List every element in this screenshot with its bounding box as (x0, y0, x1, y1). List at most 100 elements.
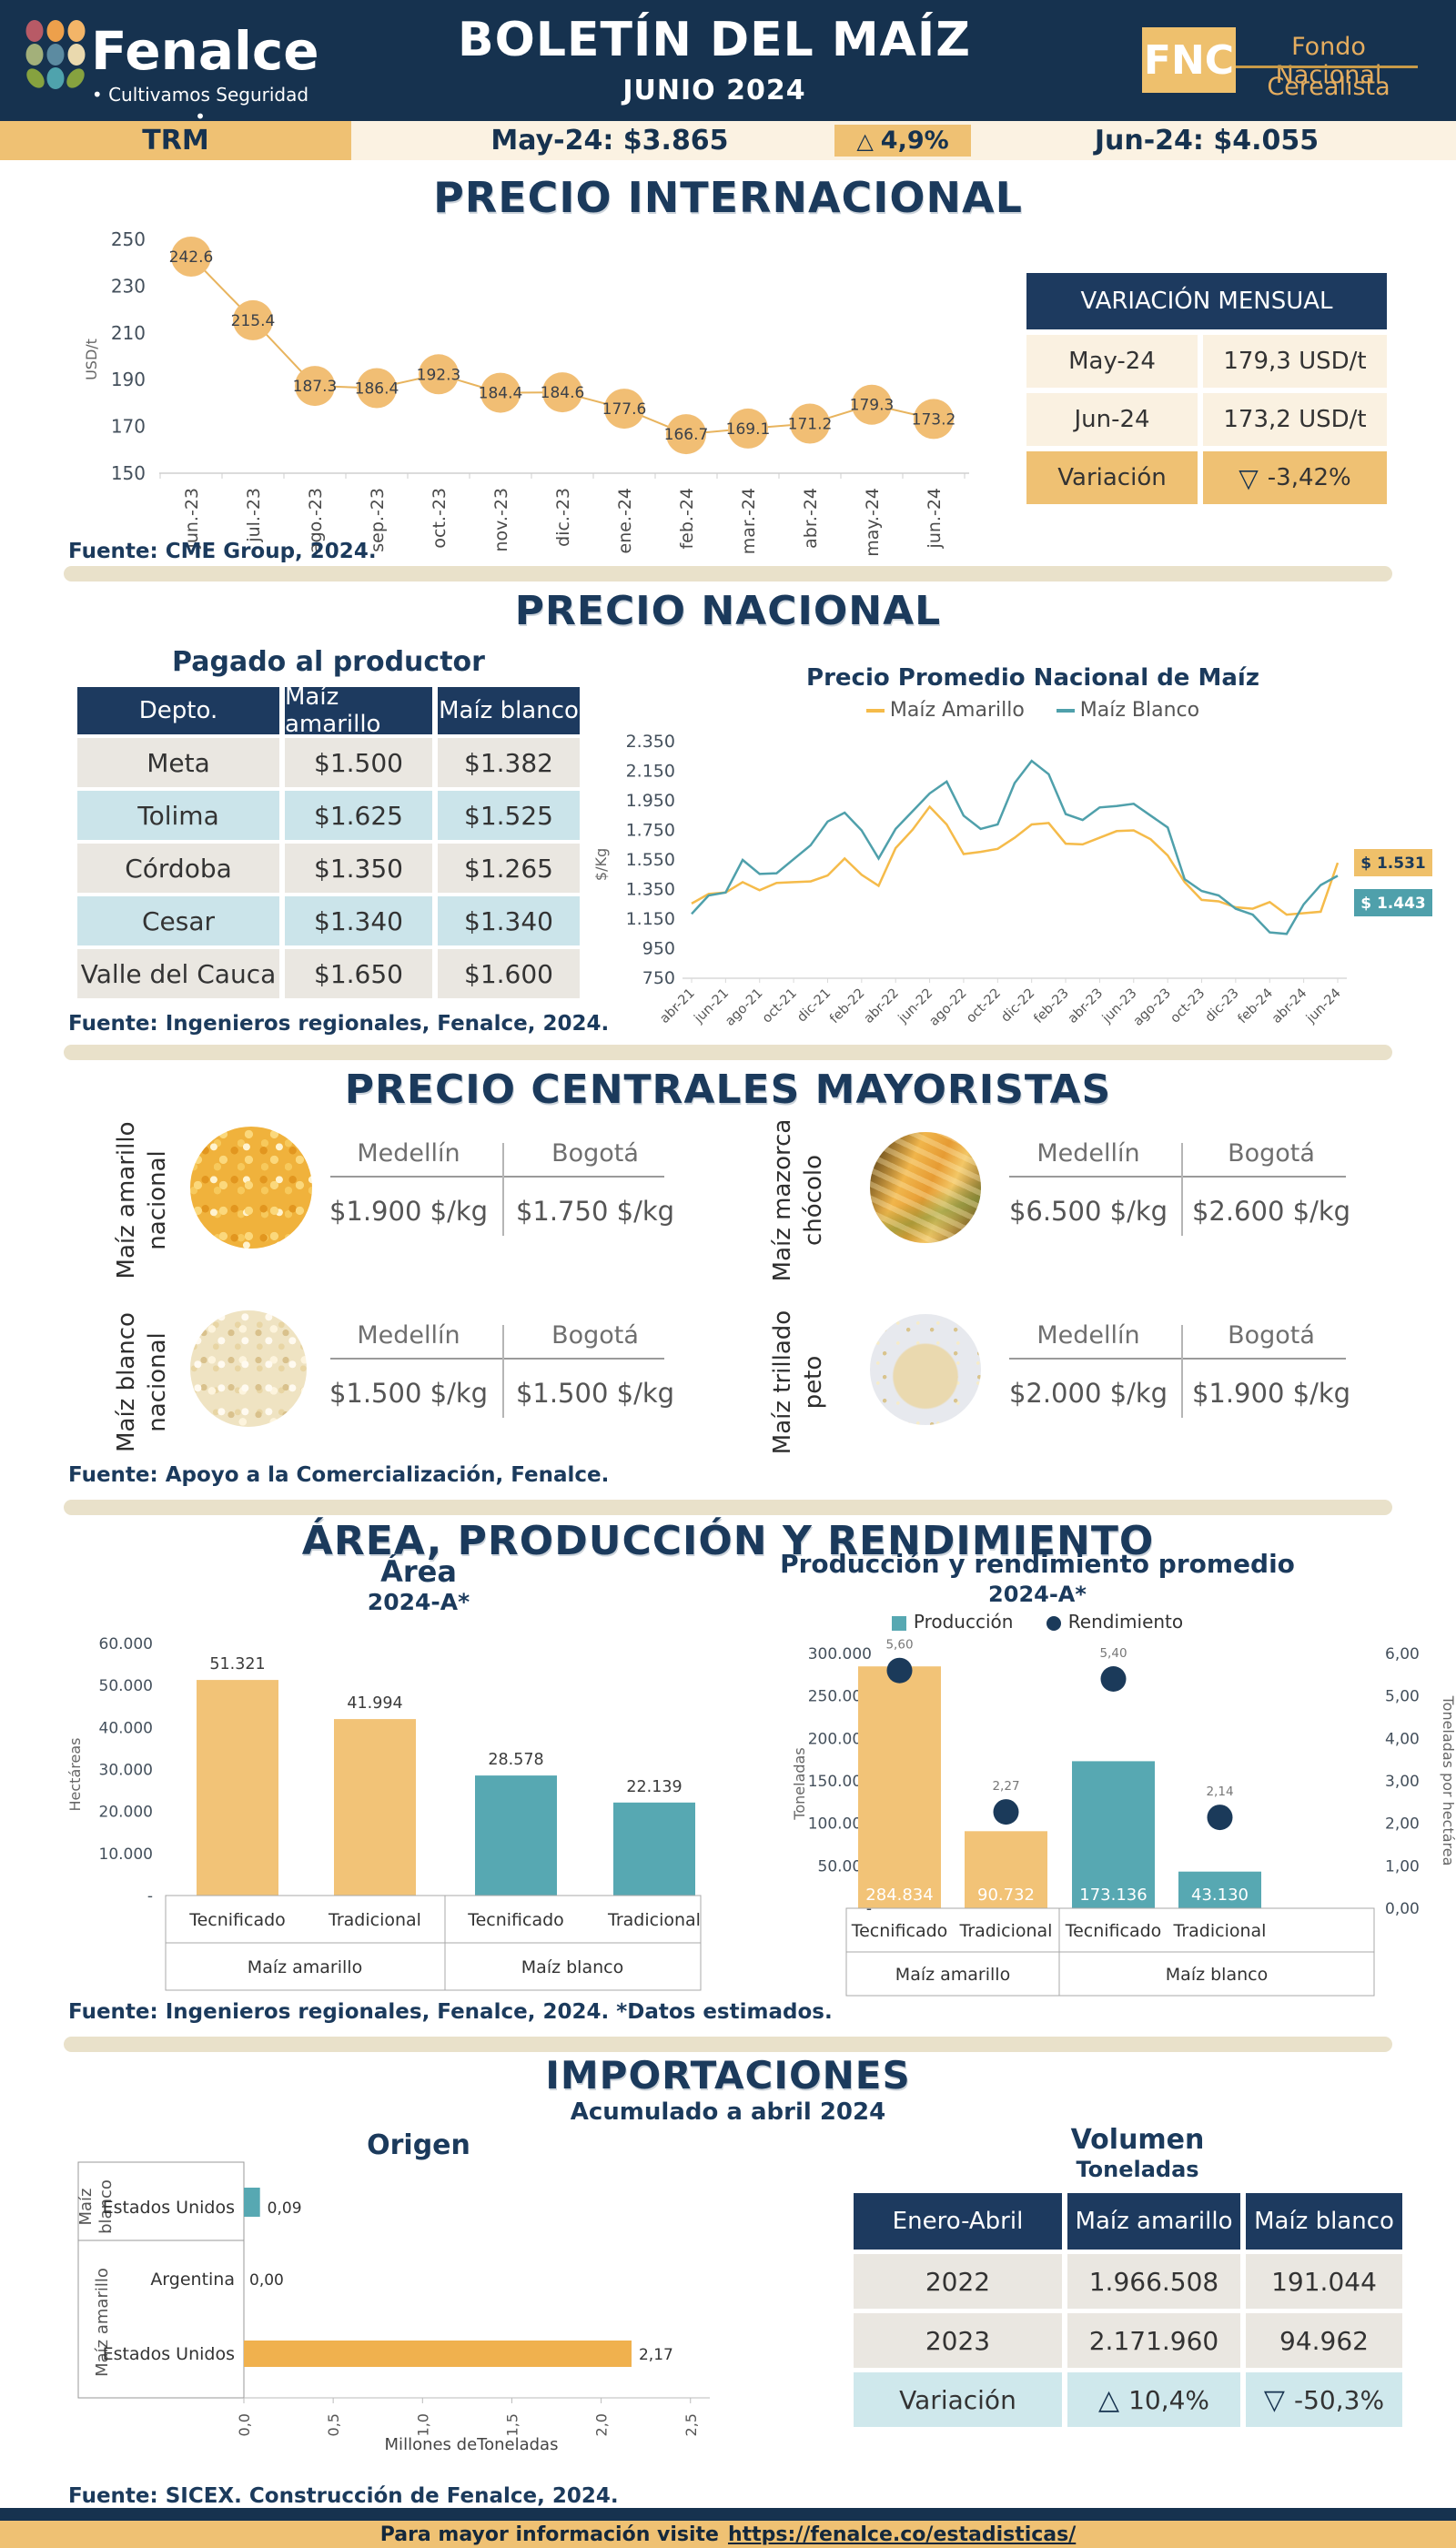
variacion-amarillo-value: 10,4% (1128, 2384, 1210, 2415)
svg-text:43.130: 43.130 (1191, 1886, 1249, 1905)
svg-text:Tradicional: Tradicional (328, 1910, 421, 1930)
svg-text:60.000: 60.000 (99, 1635, 153, 1653)
svg-text:USD/t: USD/t (83, 339, 100, 380)
importaciones-title: IMPORTACIONES (545, 2053, 911, 2098)
fnc-divider (1236, 66, 1418, 68)
svg-text:ago.-23: ago.-23 (306, 488, 326, 553)
medellin-price: $6.500 $/kg (1008, 1196, 1168, 1227)
col-header-blanco: Maíz blanco (1246, 2193, 1402, 2250)
legend-produccion-icon (891, 1615, 906, 1631)
importaciones-subtitle: Acumulado a abril 2024 (570, 2098, 886, 2126)
col-header-amarillo: Maíz amarillo (285, 683, 432, 738)
svg-text:2.150: 2.150 (626, 762, 675, 782)
svg-text:-: - (866, 1900, 872, 1918)
svg-text:1,00: 1,00 (1385, 1857, 1420, 1876)
trm-delta-value: 4,9% (880, 126, 949, 155)
produccion-chart-title: Producción y rendimiento promedio (780, 1549, 1295, 1579)
medellin-header: Medellín (1036, 1139, 1140, 1168)
pagado-productor-table: Depto. Maíz amarillo Maíz blanco Meta $1… (77, 683, 580, 998)
variacion-mensual-table: VARIACIÓN MENSUAL May-24 179,3 USD/t Jun… (1026, 273, 1387, 504)
svg-text:2,27: 2,27 (992, 1779, 1019, 1794)
card-label: Maíz blanco nacional (113, 1312, 171, 1452)
svg-text:169.1: 169.1 (726, 420, 771, 439)
table-row: Tolima (77, 791, 279, 840)
nacional-fuente: Fuente: Ingenieros regionales, Fenalce, … (68, 1012, 610, 1036)
nacional-chart-title: Precio Promedio Nacional de Maíz (806, 664, 1259, 692)
variacion-var-value: -3,42% (1267, 464, 1351, 491)
table-cell: 94.962 (1246, 2313, 1402, 2368)
card-maiz-trillado-peto: Maíz trillado peto Medellín Bogotá $2.000… (755, 1301, 1374, 1465)
svg-text:may.-24: may.-24 (863, 488, 883, 555)
table-cell: $1.600 (438, 949, 580, 998)
fnc-name-line2: Cerealista (1267, 73, 1390, 101)
trm-delta-badge: △ 4,9% (834, 125, 971, 157)
svg-text:Maíz amarillo: Maíz amarillo (93, 2268, 112, 2377)
svg-text:41.994: 41.994 (347, 1694, 402, 1713)
table-cell: $1.650 (285, 949, 432, 998)
nacional-title: PRECIO NACIONAL (514, 588, 942, 634)
svg-text:Argentina: Argentina (150, 2270, 235, 2290)
svg-text:30.000: 30.000 (99, 1762, 153, 1780)
svg-text:186.4: 186.4 (355, 380, 399, 399)
table-cell: $1.340 (438, 896, 580, 945)
footer-link[interactable]: https://fenalce.co/estadisticas/ (727, 2523, 1077, 2546)
col-header-blanco: Maíz blanco (438, 687, 580, 734)
svg-text:dic-21: dic-21 (794, 986, 834, 1026)
svg-text:Tecnificado: Tecnificado (188, 1910, 286, 1930)
card-label: Maíz mazorca chócolo (769, 1118, 827, 1282)
trm-jun-value: Jun-24: $4.055 (1094, 125, 1320, 157)
svg-text:6,00: 6,00 (1385, 1645, 1420, 1663)
svg-text:$ 1.443: $ 1.443 (1360, 895, 1426, 913)
svg-text:oct.-23: oct.-23 (430, 488, 450, 549)
table-cell: $1.525 (438, 791, 580, 840)
table-divider (502, 1143, 504, 1236)
legend-blanco-icon (1056, 709, 1075, 713)
table-rule (1009, 1176, 1346, 1178)
trm-label: TRM (142, 125, 209, 157)
svg-text:$ 1.531: $ 1.531 (1360, 854, 1426, 873)
table-rule (1009, 1358, 1346, 1360)
svg-text:0,09: 0,09 (268, 2199, 302, 2218)
table-row: 2023 (854, 2313, 1062, 2368)
svg-text:Maíz blanco: Maíz blanco (521, 1957, 623, 1977)
svg-text:150.000: 150.000 (808, 1773, 872, 1791)
svg-text:Tecnificado: Tecnificado (467, 1910, 564, 1930)
area-produccion-title: ÁREA, PRODUCCIÓN Y RENDIMIENTO (301, 1518, 1155, 1564)
svg-text:ago-21: ago-21 (723, 986, 765, 1028)
nacional-chart-legend: Maíz Amarillo Maíz Blanco (637, 699, 1429, 722)
svg-text:ene.-24: ene.-24 (615, 488, 635, 554)
svg-text:-: - (147, 1887, 153, 1906)
bogota-price: $1.500 $/kg (515, 1378, 675, 1409)
svg-text:2,0: 2,0 (593, 2413, 611, 2436)
svg-text:2.350: 2.350 (626, 732, 675, 752)
variacion-label: Variación (854, 2372, 1062, 2427)
svg-text:abr-22: abr-22 (862, 986, 902, 1026)
svg-text:150: 150 (111, 462, 146, 484)
maiz-trillado-photo (870, 1314, 981, 1425)
svg-text:abr-24: abr-24 (1269, 986, 1309, 1026)
footer-bar: Para mayor información visite https://fe… (0, 2521, 1456, 2548)
variacion-row-label: May-24 (1026, 335, 1198, 388)
col-header-depto: Depto. (77, 687, 279, 734)
fnc-logo-icon: FNC (1142, 27, 1236, 93)
table-cell: $1.382 (438, 738, 580, 787)
maiz-mazorca-photo (870, 1132, 981, 1243)
svg-text:166.7: 166.7 (664, 426, 709, 444)
svg-text:179.3: 179.3 (850, 397, 895, 415)
mayoristas-title: PRECIO CENTRALES MAYORISTAS (344, 1067, 1112, 1113)
header-bar: Fenalce • Cultivamos Seguridad • BOLETÍN… (0, 0, 1456, 127)
table-cell: $1.500 (285, 738, 432, 787)
brand-tagline: • Cultivamos Seguridad • (91, 84, 309, 127)
table-cell: $1.625 (285, 791, 432, 840)
triangle-down-icon: ▽ (1239, 462, 1259, 493)
svg-text:oct-22: oct-22 (964, 986, 1004, 1026)
svg-text:2,00: 2,00 (1385, 1815, 1420, 1834)
svg-text:51.321: 51.321 (209, 1655, 265, 1673)
svg-text:Estados Unidos: Estados Unidos (103, 2344, 235, 2364)
fenalce-logo-icon (24, 18, 89, 95)
variacion-row-value: 173,2 USD/t (1203, 393, 1387, 446)
table-rule (330, 1358, 664, 1360)
volumen-subtitle: Toneladas (1076, 2157, 1199, 2182)
origen-chart: Maíz blanco Maíz amarillo Estados Unidos 0,0… (55, 2157, 764, 2466)
